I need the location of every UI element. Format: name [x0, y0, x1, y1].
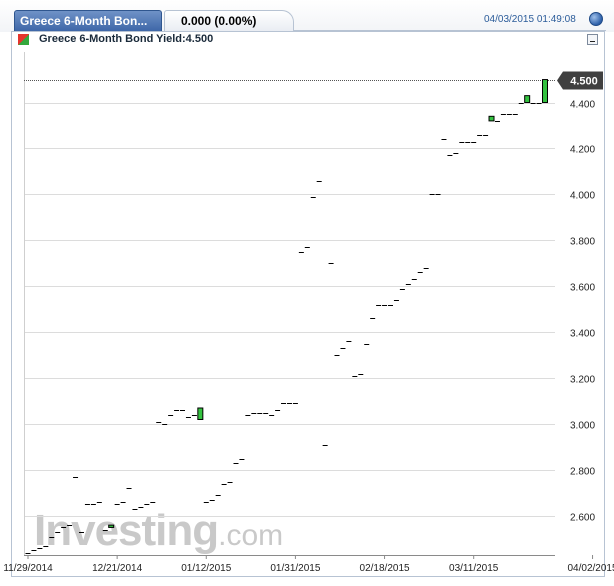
last-value-label-bg [557, 71, 603, 90]
y-tick-label: 2.600 [570, 513, 595, 524]
x-tick-label: 04/02/2015 [568, 563, 614, 574]
x-tick-label: 11/29/2014 [3, 563, 53, 574]
x-tick-label: 02/18/2015 [360, 563, 410, 574]
candle [488, 115, 495, 122]
last-value-label: 4.500 [570, 76, 598, 88]
price-change-display: 0.000 (0.00%) [164, 10, 294, 31]
y-tick-label: 4.000 [570, 191, 595, 202]
investing-watermark: Investing.com [34, 506, 283, 561]
x-tick-label: 03/11/2015 [449, 563, 499, 574]
watermark-brand: Investing [34, 506, 219, 555]
x-tick-label: 01/12/2015 [181, 563, 231, 574]
candle [524, 95, 531, 104]
candle [108, 524, 115, 528]
y-tick-label: 2.800 [570, 467, 595, 478]
timestamp: 04/03/2015 01:49:08 [484, 14, 576, 25]
y-tick-label: 3.600 [570, 283, 595, 294]
y-tick-label: 3.000 [570, 421, 595, 432]
y-tick-label: 3.400 [570, 329, 595, 340]
y-tick-label: 4.200 [570, 145, 595, 156]
chart-title: Greece 6-Month Bond Yield:4.500 [39, 33, 214, 45]
candle [542, 79, 548, 104]
x-tick-label: 01/31/2015 [270, 563, 320, 574]
y-tick-label: 3.800 [570, 237, 595, 248]
watermark-suffix: .com [218, 519, 284, 552]
x-tick-label: 12/21/2014 [92, 563, 142, 574]
chart-header: Greece 6-Month Bond Yield:4.500 [12, 32, 604, 48]
chart-type-icon[interactable] [18, 34, 29, 45]
minimize-icon[interactable] [587, 34, 598, 45]
globe-icon[interactable] [589, 12, 603, 26]
y-tick-label: 3.200 [570, 375, 595, 386]
y-tick-label: 4.400 [570, 100, 595, 111]
tab-underline [164, 30, 606, 31]
chart-frame [11, 31, 605, 577]
instrument-tab[interactable]: Greece 6-Month Bon... [14, 10, 162, 31]
candle [197, 407, 204, 420]
